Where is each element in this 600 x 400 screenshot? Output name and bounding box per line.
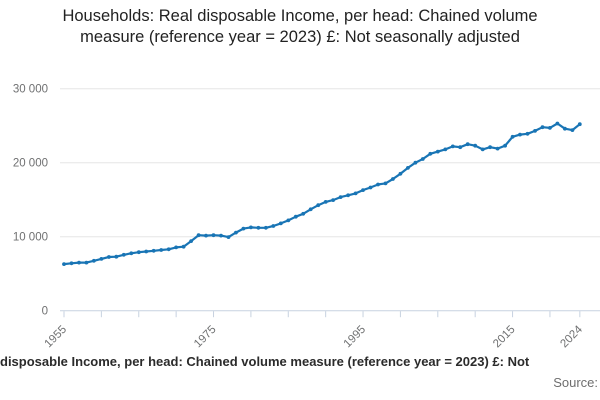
data-point-marker [234, 230, 238, 235]
data-point-marker [196, 233, 201, 238]
data-point-marker [510, 134, 515, 139]
data-point-marker [69, 261, 74, 266]
data-point-marker [413, 160, 418, 165]
data-point-marker [226, 235, 231, 240]
data-point-marker [144, 249, 149, 254]
y-tick-label: 10 000 [13, 232, 48, 244]
data-point-marker [540, 125, 545, 130]
data-point-marker [435, 149, 440, 154]
data-point-marker [204, 233, 208, 238]
data-point-marker [166, 247, 171, 252]
data-point-marker [361, 188, 365, 192]
data-point-marker [488, 145, 492, 150]
data-point-marker [420, 157, 425, 161]
x-tick-label: 1955 [43, 324, 70, 351]
data-point-marker [136, 250, 141, 255]
data-point-marker [450, 144, 455, 149]
data-point-marker [256, 225, 261, 230]
data-point-marker [92, 258, 96, 263]
data-point-marker [99, 257, 104, 261]
x-tick-label: 1975 [192, 324, 219, 351]
data-point-marker [563, 126, 567, 131]
data-point-marker [159, 248, 164, 252]
data-point-marker [151, 248, 156, 253]
series-legend-label: disposable Income, per head: Chained vol… [0, 354, 530, 369]
y-tick-label: 0 [42, 306, 48, 318]
data-point-marker [398, 171, 403, 176]
data-point-marker [518, 132, 522, 137]
data-point-marker [107, 255, 111, 259]
chart-title: Households: Real disposable Income, per … [62, 7, 538, 46]
data-point-marker [503, 143, 507, 148]
x-tick-label: 2015 [491, 324, 518, 351]
data-point-marker [62, 262, 66, 266]
x-tick-label: 2024 [558, 323, 585, 350]
data-point-marker [323, 200, 328, 204]
data-point-marker [458, 145, 463, 150]
data-point-marker [249, 225, 253, 230]
data-point-marker [316, 203, 321, 208]
data-point-marker [570, 128, 575, 132]
data-point-marker [129, 251, 134, 256]
x-tick-label: 1995 [342, 324, 369, 351]
data-point-marker [219, 233, 223, 238]
data-point-marker [189, 239, 194, 244]
data-point-marker [293, 214, 298, 219]
y-tick-label: 30 000 [13, 84, 48, 96]
data-point-marker [331, 198, 335, 202]
data-point-marker [174, 245, 179, 250]
data-point-marker [525, 131, 530, 136]
data-point-marker [376, 182, 380, 187]
data-point-marker [473, 143, 478, 148]
data-point-marker [308, 207, 313, 212]
data-point-marker [465, 142, 470, 147]
data-series-line [62, 122, 581, 266]
data-point-marker [264, 225, 268, 230]
data-point-marker [114, 254, 119, 259]
data-point-marker [301, 211, 306, 216]
data-point-marker [406, 166, 410, 170]
line-chart: 0 10 000 20 000 30 000 1955 1975 1995 2015 2024 [13, 84, 600, 351]
data-point-marker [555, 121, 560, 126]
data-point-marker [77, 260, 81, 265]
data-point-marker [181, 244, 186, 249]
y-tick-label: 20 000 [13, 158, 48, 170]
data-point-marker [278, 221, 283, 226]
data-point-marker [383, 181, 388, 186]
data-point-marker [338, 195, 343, 199]
data-point-marker [121, 252, 126, 257]
data-point-marker [533, 129, 537, 133]
data-point-marker [428, 151, 433, 156]
source-label: Source: [553, 375, 598, 390]
data-point-marker [84, 260, 89, 265]
data-point-marker [480, 147, 485, 152]
data-point-marker [391, 177, 395, 181]
data-point-marker [286, 218, 291, 223]
data-point-marker [368, 185, 373, 190]
data-point-marker [211, 233, 216, 238]
data-point-marker [548, 126, 552, 130]
data-point-marker [271, 224, 276, 228]
data-point-marker [346, 193, 350, 198]
data-point-marker [353, 191, 358, 196]
data-point-marker [241, 226, 246, 231]
data-point-marker [577, 122, 582, 127]
data-point-marker [495, 146, 500, 151]
data-point-marker [443, 147, 448, 152]
